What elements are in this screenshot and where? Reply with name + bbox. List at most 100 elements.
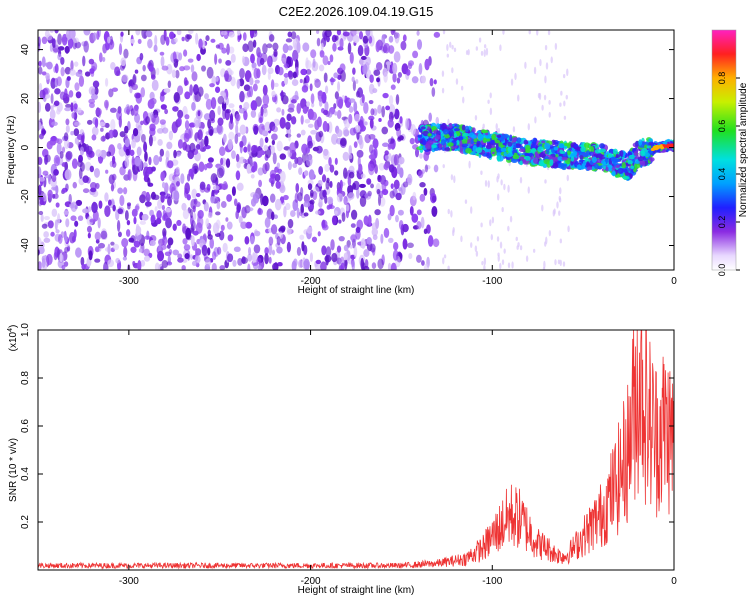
spectrogram-signal-cell [570,156,575,162]
spectrogram-faint-cell [497,193,500,201]
spectrogram-noise-cell [70,131,75,136]
spectrogram-signal-cell [469,151,477,155]
spectrogram-noise-cell [322,55,329,66]
spectrogram-noise-cell [176,219,182,226]
spectrogram-noise-cell [120,31,124,37]
spectrogram-noise-cell [348,106,354,113]
spectrogram-noise-cell [366,33,371,39]
spectrogram-noise-cell [165,207,172,213]
spectrogram-noise-cell [215,219,221,230]
spectrogram-noise-cell [177,139,183,149]
spectrogram-noise-cell [239,90,245,103]
spectrogram-signal-cell [465,147,472,154]
spectrogram-noise-cell [316,37,321,47]
spectrogram-noise-cell [215,211,221,216]
spectrogram-signal-cell [549,159,554,167]
spectrogram-noise-cell [160,104,167,110]
spectrogram-noise-cell [69,69,76,76]
spectrogram-noise-cell [236,182,244,192]
spectrogram-noise-cell [421,260,425,266]
spectrogram-noise-cell [427,235,434,247]
spectrogram-noise-cell [38,166,42,178]
spectrogram-noise-cell [130,246,137,253]
spectrogram-signal-cell [534,151,538,157]
spectrogram-noise-cell [106,151,112,157]
spectrogram-noise-cell [285,121,291,130]
spectrogram-noise-cell [377,174,381,181]
spectrogram-noise-cell [247,263,251,270]
spectrogram-noise-cell [254,79,260,84]
spectrogram-signal-cell [427,132,432,137]
spectrogram-faint-cell [500,179,503,186]
spectrogram-noise-cell [148,65,154,72]
spectrogram-faint-cell [474,245,478,252]
spectrogram-noise-cell [261,195,269,207]
spectrogram-faint-cell [558,210,561,216]
spectrogram-noise-cell [267,72,271,81]
spectrogram-noise-cell [209,237,215,249]
spectrogram-noise-cell [209,129,214,136]
spectrogram-noise-cell [221,47,227,54]
spectrogram-noise-cell [363,101,369,114]
spectrogram-noise-cell [88,58,95,65]
spectrogram-noise-cell [153,154,160,166]
spectrogram-noise-cell [154,262,160,270]
spectrogram-noise-cell [405,68,411,76]
spectrogram-y-label: Frequency (Hz) [6,116,17,185]
spectrogram-noise-cell [94,258,101,263]
spectrogram-noise-cell [191,71,198,82]
spectrogram-faint-cell [452,229,455,237]
spectrogram-signal-cell [512,154,520,160]
spectrogram-faint-cell [544,179,547,184]
spectrogram-signal-cell [435,134,441,140]
spectrogram-noise-cell [429,77,434,87]
spectrogram-faint-cell [514,72,517,81]
spectrogram-faint-cell [562,261,566,267]
spectrogram-noise-cell [348,171,355,179]
spectrogram-faint-cell [517,242,520,248]
spectrogram-signal-cell [515,145,520,149]
spectrogram-faint-cell [560,90,563,96]
spectrogram-noise-cell [41,258,46,268]
spectrogram-noise-cell [364,259,369,269]
spectrogram-noise-cell [356,149,364,158]
spectrogram-noise-cell [46,141,53,150]
spectrogram-faint-cell [487,99,490,104]
spectrogram-noise-cell [276,162,281,169]
spectrogram-noise-cell [270,224,278,235]
spectrogram-noise-cell [390,183,394,189]
spectrogram-noise-cell [343,195,348,206]
spectrogram-noise-cell [291,79,299,87]
spectrogram-noise-cell [175,166,180,175]
spectrogram-signal-cell [475,147,483,154]
spectrogram-noise-cell [296,41,301,54]
snr-x-tick-label: -200 [301,576,321,587]
spectrogram-faint-cell [559,187,562,195]
spectrogram-noise-cell [95,149,102,157]
spectrogram-noise-cell [385,61,392,66]
spectrogram-noise-cell [352,80,356,92]
spectrogram-noise-cell [251,144,258,154]
spectrogram-noise-cell [167,237,174,246]
spectrogram-noise-cell [91,126,99,136]
spectrogram-signal-cell [497,147,502,153]
spectrogram-noise-cell [56,142,62,155]
spectrogram-noise-cell [124,157,130,168]
spectrogram-signal-cell [630,165,635,169]
spectrogram-noise-cell [226,43,230,56]
spectrogram-noise-cell [154,206,158,212]
spectrogram-faint-cell [552,209,556,217]
spectrogram-faint-cell [475,46,479,51]
spectrogram-signal-cell [509,134,513,142]
spectrogram-noise-cell [366,236,372,245]
spectrogram-faint-cell [544,75,547,84]
spectrogram-noise-cell [207,234,213,240]
spectrogram-noise-cell [381,142,389,148]
spectrogram-noise-cell [137,127,143,136]
spectrogram-noise-cell [309,83,313,92]
spectrogram-noise-cell [137,260,142,270]
spectrogram-noise-cell [303,212,309,217]
spectrogram-faint-cell [483,49,486,57]
spectrogram-noise-cell [100,127,104,132]
colorbar: 0.0 0.2 0.4 0.6 0.8 Normalized spectral ampl… [711,29,749,276]
